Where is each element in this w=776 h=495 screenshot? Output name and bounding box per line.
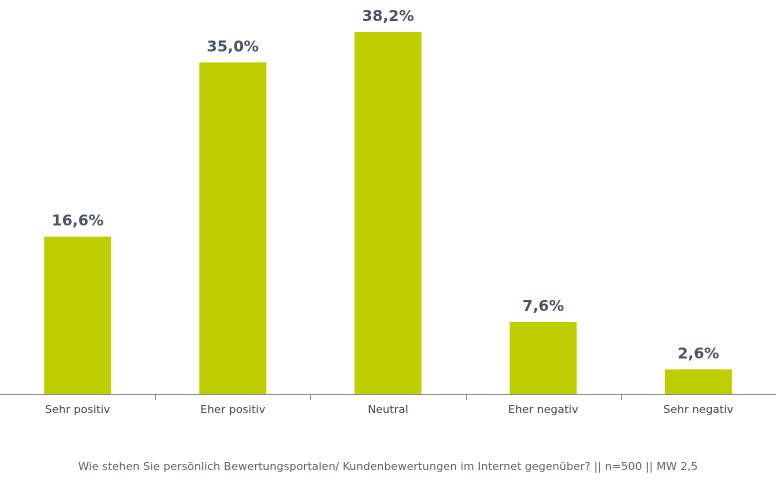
- chart-footnote: Wie stehen Sie persönlich Bewertungsport…: [78, 460, 698, 473]
- bar-chart: 16,6% Sehr positiv 35,0% Eher positiv 38,2% N…: [0, 7, 776, 416]
- category-label: Sehr negativ: [663, 403, 734, 416]
- category-label: Neutral: [368, 403, 409, 416]
- bar-sehr-negativ: [664, 369, 732, 394]
- value-label: 7,6%: [522, 297, 564, 315]
- bar-eher-negativ: [509, 321, 577, 394]
- category-label: Eher negativ: [508, 403, 579, 416]
- bar-sehr-positiv: [44, 236, 112, 394]
- value-label: 16,6%: [52, 212, 104, 230]
- bar-neutral: [354, 32, 422, 394]
- value-label: 2,6%: [678, 344, 720, 362]
- bar-eher-positiv: [199, 62, 267, 394]
- value-label: 35,0%: [207, 37, 259, 55]
- category-label: Sehr positiv: [45, 403, 111, 416]
- value-label: 38,2%: [362, 7, 414, 25]
- category-label: Eher positiv: [200, 403, 266, 416]
